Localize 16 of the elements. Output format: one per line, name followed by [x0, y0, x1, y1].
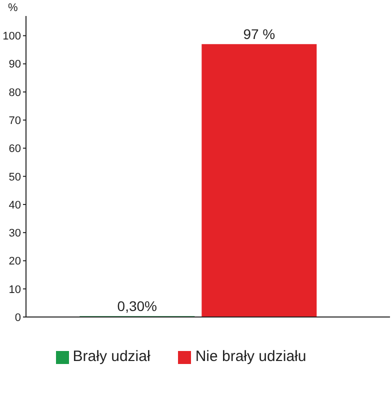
y-tick-label: 100	[2, 30, 21, 43]
y-tick-label: 90	[8, 58, 21, 71]
y-tick-label: 60	[8, 143, 21, 156]
y-axis-title: %	[8, 2, 18, 14]
y-tick-label: 50	[8, 171, 21, 184]
y-tick-label: 20	[8, 256, 21, 268]
y-tick-label: 10	[8, 284, 21, 296]
data-label: 0,30%	[117, 298, 158, 314]
y-tick-label: 40	[8, 199, 21, 212]
legend-label: Nie brały udziału	[195, 348, 306, 365]
data-label: 97 %	[243, 26, 276, 42]
y-tick-label: 70	[8, 114, 21, 127]
legend-label: Brały udział	[72, 348, 150, 365]
y-tick-label: 80	[8, 86, 21, 99]
y-tick-label: 0	[14, 312, 21, 324]
y-tick-label: 30	[8, 228, 21, 240]
